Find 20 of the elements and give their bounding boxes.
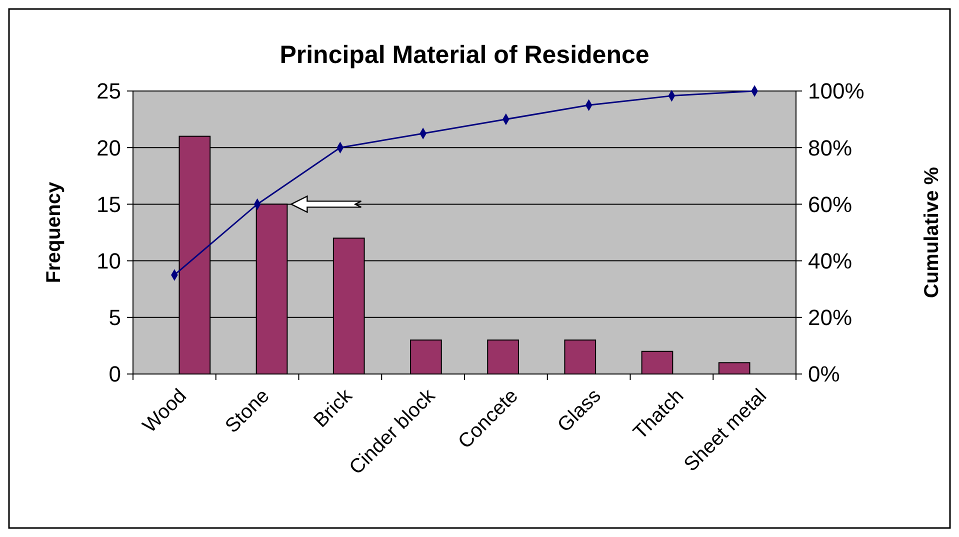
y-tick-label: 5: [108, 305, 121, 330]
bar: [410, 340, 442, 374]
y-axis-title: Frequency: [43, 181, 65, 284]
bar: [718, 362, 750, 374]
y-tick-label: 20: [96, 135, 121, 160]
y2-tick-label: 80%: [808, 135, 852, 160]
y2-tick-label: 40%: [808, 248, 852, 274]
bar: [487, 340, 519, 374]
y-tick-label: 10: [96, 248, 121, 274]
y2-tick-label: 0%: [808, 362, 840, 387]
y2-tick-label: 20%: [808, 305, 852, 330]
y-tick-label: 15: [96, 192, 121, 217]
y-tick-label: 0: [108, 362, 121, 387]
bar: [641, 350, 674, 374]
y2-tick-label: 60%: [808, 192, 852, 217]
y2-tick-label: 100%: [808, 78, 864, 104]
bar: [564, 340, 596, 374]
y2-axis-title: Cumulative %: [921, 166, 943, 298]
chart-title: Principal Material of Residence: [280, 41, 650, 69]
y-tick-label: 25: [96, 78, 121, 104]
